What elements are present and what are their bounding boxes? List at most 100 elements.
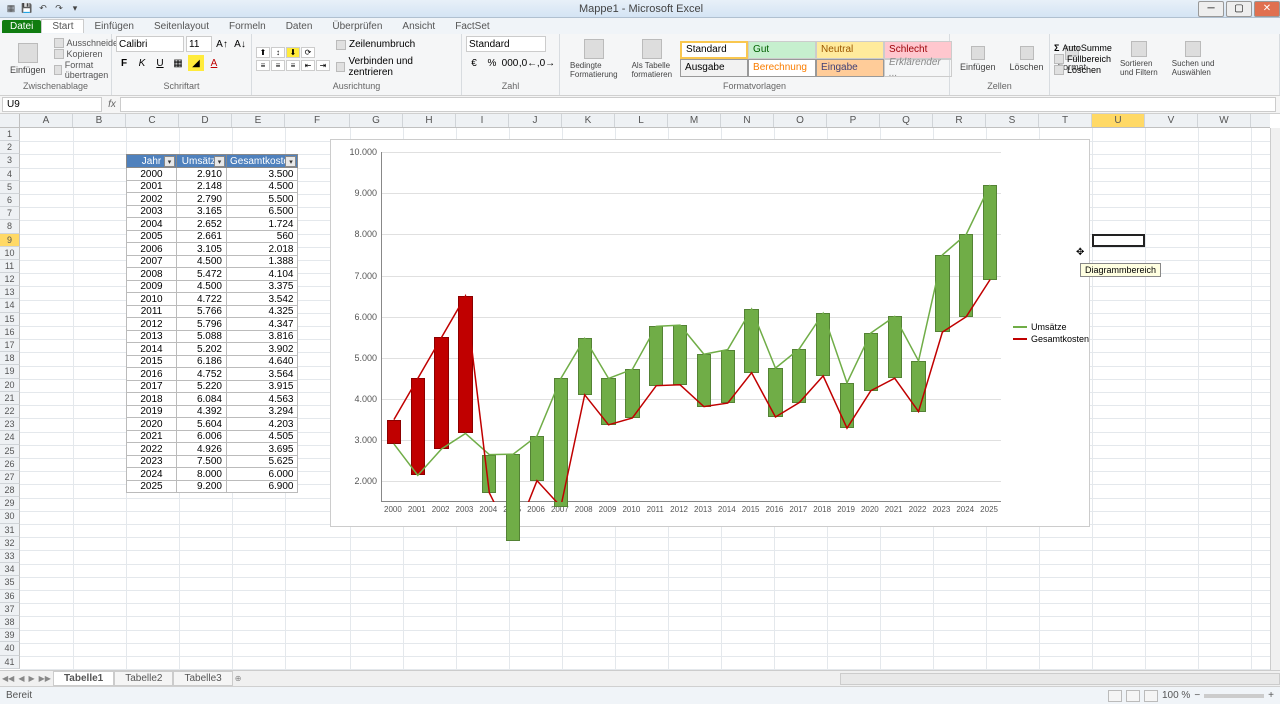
chart-bar[interactable] bbox=[840, 383, 854, 428]
col-header-H[interactable]: H bbox=[403, 114, 456, 127]
row-header-34[interactable]: 34 bbox=[0, 563, 20, 576]
col-header-N[interactable]: N bbox=[721, 114, 774, 127]
align-mid-icon[interactable]: ↕ bbox=[271, 47, 285, 58]
row-header-40[interactable]: 40 bbox=[0, 642, 20, 655]
row-header-33[interactable]: 33 bbox=[0, 550, 20, 563]
row-header-37[interactable]: 37 bbox=[0, 603, 20, 616]
row-header-15[interactable]: 15 bbox=[0, 313, 20, 326]
row-header-4[interactable]: 4 bbox=[0, 168, 20, 181]
chart-bar[interactable] bbox=[888, 316, 902, 378]
col-header-Q[interactable]: Q bbox=[880, 114, 933, 127]
maximize-button[interactable]: ▢ bbox=[1226, 1, 1252, 17]
minimize-button[interactable]: ─ bbox=[1198, 1, 1224, 17]
tab-formeln[interactable]: Formeln bbox=[219, 20, 276, 33]
font-size-select[interactable] bbox=[186, 36, 212, 52]
row-header-26[interactable]: 26 bbox=[0, 458, 20, 471]
style-gut[interactable]: Gut bbox=[748, 41, 816, 59]
chart-bar[interactable] bbox=[792, 349, 806, 403]
row-header-35[interactable]: 35 bbox=[0, 576, 20, 589]
autosum-button[interactable]: ΣAutoSumme bbox=[1054, 43, 1112, 53]
sort-filter-button[interactable]: Sortieren und Filtern bbox=[1114, 39, 1164, 79]
row-header-11[interactable]: 11 bbox=[0, 260, 20, 273]
style-neutral[interactable]: Neutral bbox=[816, 41, 884, 59]
style-ausgabe[interactable]: Ausgabe bbox=[680, 59, 748, 77]
border-button[interactable]: ▦ bbox=[170, 55, 186, 71]
table-row[interactable]: 20085.4724.104 bbox=[127, 268, 298, 281]
style-eingabe[interactable]: Eingabe bbox=[816, 59, 884, 77]
fill-button[interactable]: Füllbereich bbox=[1054, 54, 1112, 64]
row-header-14[interactable]: 14 bbox=[0, 299, 20, 312]
align-center-icon[interactable]: ≡ bbox=[271, 60, 285, 71]
select-all-corner[interactable] bbox=[0, 114, 20, 128]
tab-factset[interactable]: FactSet bbox=[445, 20, 499, 33]
table-row[interactable]: 20033.1656.500 bbox=[127, 205, 298, 218]
indent-inc-icon[interactable]: ⇥ bbox=[316, 60, 330, 71]
style-standard[interactable]: Standard bbox=[680, 41, 748, 59]
align-top-icon[interactable]: ⬆ bbox=[256, 47, 270, 58]
row-header-10[interactable]: 10 bbox=[0, 247, 20, 260]
col-header-K[interactable]: K bbox=[562, 114, 615, 127]
table-row[interactable]: 20125.7964.347 bbox=[127, 318, 298, 331]
paste-button[interactable]: Einfügen bbox=[4, 41, 52, 77]
table-row[interactable]: 20012.1484.500 bbox=[127, 180, 298, 193]
col-header-G[interactable]: G bbox=[350, 114, 403, 127]
chart-bar[interactable] bbox=[673, 325, 687, 385]
filter-dropdown-icon[interactable]: ▾ bbox=[214, 156, 225, 167]
vertical-scrollbar[interactable] bbox=[1270, 128, 1280, 670]
table-row[interactable]: 20259.2006.900 bbox=[127, 480, 298, 493]
row-header-30[interactable]: 30 bbox=[0, 510, 20, 523]
table-row[interactable]: 20164.7523.564 bbox=[127, 368, 298, 381]
horizontal-scrollbar[interactable] bbox=[840, 673, 1280, 685]
filter-dropdown-icon[interactable]: ▾ bbox=[164, 156, 175, 167]
col-header-V[interactable]: V bbox=[1145, 114, 1198, 127]
col-header-P[interactable]: P bbox=[827, 114, 880, 127]
chart-bar[interactable] bbox=[601, 378, 615, 424]
sheet-tab-1[interactable]: Tabelle1 bbox=[53, 671, 114, 686]
col-header-U[interactable]: U bbox=[1092, 114, 1145, 127]
chart-bar[interactable] bbox=[911, 361, 925, 412]
chart-bar[interactable] bbox=[530, 436, 544, 481]
row-header-2[interactable]: 2 bbox=[0, 141, 20, 154]
chart-bar[interactable] bbox=[649, 326, 663, 385]
tab-datei[interactable]: Datei bbox=[2, 20, 41, 33]
row-header-25[interactable]: 25 bbox=[0, 445, 20, 458]
table-row[interactable]: 20104.7223.542 bbox=[127, 293, 298, 306]
view-break-icon[interactable] bbox=[1144, 690, 1158, 702]
italic-button[interactable]: K bbox=[134, 55, 150, 71]
name-box[interactable] bbox=[2, 97, 102, 112]
tab-start[interactable]: Start bbox=[41, 19, 84, 33]
chart-bar[interactable] bbox=[935, 255, 949, 332]
chart-bar[interactable] bbox=[434, 337, 448, 449]
zoom-slider[interactable] bbox=[1204, 694, 1264, 698]
tab-seitenlayout[interactable]: Seitenlayout bbox=[144, 20, 219, 33]
row-header-8[interactable]: 8 bbox=[0, 220, 20, 233]
table-row[interactable]: 20002.9103.500 bbox=[127, 168, 298, 181]
bold-button[interactable]: F bbox=[116, 55, 132, 71]
underline-button[interactable]: U bbox=[152, 55, 168, 71]
row-header-28[interactable]: 28 bbox=[0, 484, 20, 497]
conditional-format-button[interactable]: Bedingte Formatierung bbox=[564, 37, 624, 81]
tab-ansicht[interactable]: Ansicht bbox=[392, 20, 445, 33]
chart-bar[interactable] bbox=[625, 369, 639, 418]
font-color-button[interactable]: A bbox=[206, 55, 222, 71]
row-header-36[interactable]: 36 bbox=[0, 590, 20, 603]
row-header-17[interactable]: 17 bbox=[0, 339, 20, 352]
style-berechnung[interactable]: Berechnung bbox=[748, 59, 816, 77]
col-header-T[interactable]: T bbox=[1039, 114, 1092, 127]
table-row[interactable]: 20074.5001.388 bbox=[127, 255, 298, 268]
table-row[interactable]: 20237.5005.625 bbox=[127, 455, 298, 468]
row-header-9[interactable]: 9 bbox=[0, 234, 20, 247]
excel-icon[interactable]: ▦ bbox=[4, 2, 18, 16]
indent-dec-icon[interactable]: ⇤ bbox=[301, 60, 315, 71]
sheet-nav-last[interactable]: ▶▶ bbox=[37, 674, 53, 683]
decrease-font-icon[interactable]: A↓ bbox=[232, 36, 248, 52]
table-row[interactable]: 20115.7664.325 bbox=[127, 305, 298, 318]
table-row[interactable]: 20248.0006.000 bbox=[127, 468, 298, 481]
row-header-3[interactable]: 3 bbox=[0, 154, 20, 167]
chart-bar[interactable] bbox=[458, 296, 472, 433]
table-row[interactable]: 20156.1864.640 bbox=[127, 355, 298, 368]
chart-legend[interactable]: UmsätzeGesamtkosten bbox=[1013, 320, 1089, 346]
qat-dropdown-icon[interactable]: ▾ bbox=[68, 2, 82, 16]
row-header-13[interactable]: 13 bbox=[0, 286, 20, 299]
save-icon[interactable]: 💾 bbox=[20, 2, 34, 16]
